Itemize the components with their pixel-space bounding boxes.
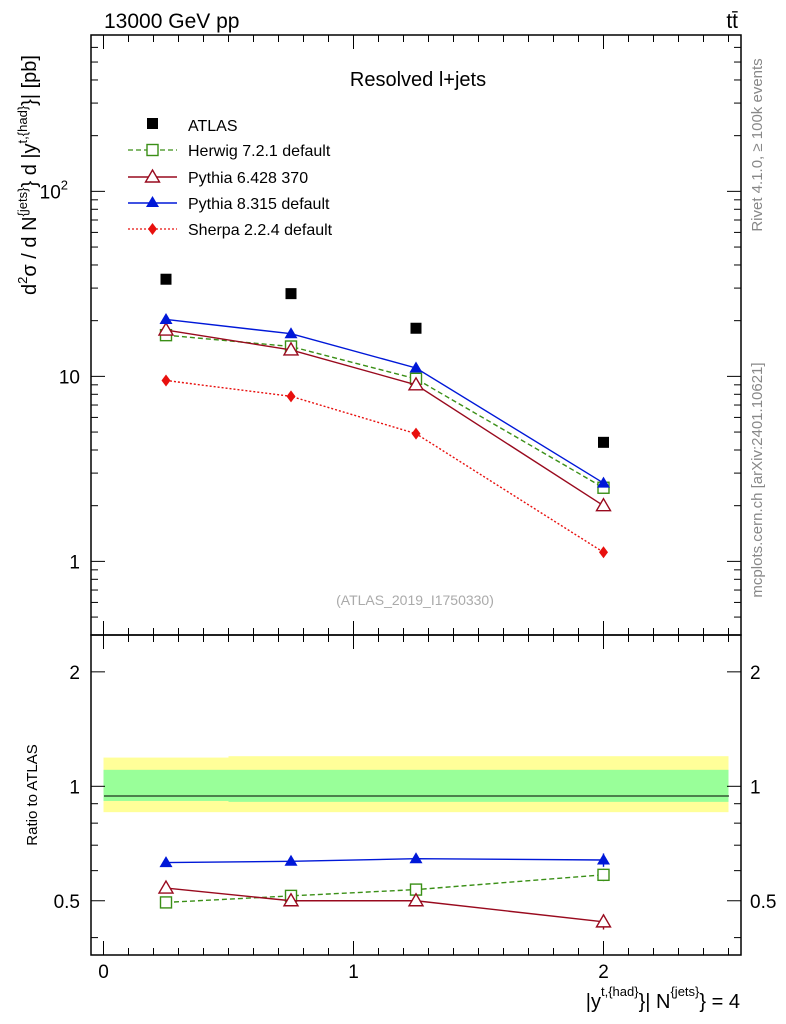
legend: ATLAS Herwig 7.2.1 default Pythia 6.428 … [128,118,333,239]
main-line-pythia8 [165,318,604,484]
main-ytick-label: 1 [69,552,80,573]
ratio-ytick-label-left: 2 [69,663,80,684]
legend-entry-sherpa: Sherpa 2.2.4 default [128,222,333,239]
main-line-herwig [165,334,604,489]
main-y-axis-label: d2σ / d N{jets}} d |yt,{had}}| [pb] [15,55,41,295]
ylabel-sup3: t,{had} [15,105,30,143]
xlabel-pre: |y [586,991,601,1013]
main-point-sherpa [411,427,421,440]
ratio-line-pythia6 [165,887,604,923]
main-point-pythia8 [159,312,173,324]
legend-entry-atlas: ATLAS [147,118,238,135]
ratio-band-inner [478,769,729,802]
ratio-point-pythia8 [597,853,610,865]
main-point-atlas [285,288,297,300]
main-point-pythia6 [282,341,300,356]
legend-label-pythia6: Pythia 6.428 370 [188,170,308,187]
ratio-uncertainty-bands [103,756,729,813]
main-point-pythia6 [157,321,175,336]
ratio-point-pythia6 [407,892,425,907]
main-point-sherpa [286,390,296,403]
main-point-pythia8 [284,327,298,339]
ratio-y-tick-labels: 0.5 0.5 1 1 2 2 [54,663,777,913]
main-point-atlas [598,436,609,448]
ylabel-sup1: 2 [15,277,30,284]
legend-label-herwig: Herwig 7.2.1 default [188,143,331,160]
xlabel-end: } = 4 [699,991,740,1013]
ratio-ytick-label-right: 2 [750,663,761,684]
legend-marker-herwig [146,143,159,157]
legend-entry-pythia8: Pythia 8.315 default [128,196,330,213]
plot-title: Resolved l+jets [350,69,486,91]
legend-entry-pythia6: Pythia 6.428 370 [128,168,308,187]
legend-marker-pythia8 [146,196,159,207]
main-line-pythia6 [165,329,604,507]
main-ytick-label: 102 [40,177,68,203]
energy-label: 13000 GeV pp [104,10,239,33]
ratio-point-pythia6 [157,879,175,894]
ratio-xtick-label: 2 [598,962,609,983]
ratio-series [157,852,612,930]
main-point-pythia6 [595,497,612,512]
main-line-sherpa [165,379,604,553]
ratio-ytick-label-left: 1 [69,777,80,798]
main-point-pythia8 [597,476,610,488]
ratio-y-axis-label: Ratio to ATLAS [24,744,41,845]
ylabel-mid2: } d |y [19,143,41,187]
ratio-axis-ticks [91,635,741,955]
main-point-pythia6 [407,376,425,391]
ratio-point-pythia8 [159,856,173,868]
legend-marker-pythia6 [144,168,161,183]
ratio-frame [90,634,742,956]
process-label: tt̄ [726,10,738,33]
legend-marker-sherpa [148,223,157,235]
ratio-point-herwig [597,868,610,882]
main-panel: 1 10 102 Resolved l+jets (ATLAS_2019_I1750… [15,34,742,636]
main-y-tick-labels: 1 10 102 [40,177,80,573]
main-point-sherpa [161,374,171,387]
ratio-ytick-label-right: 1 [750,777,761,798]
ratio-ytick-label-left: 0.5 [54,892,80,913]
ylabel-sup2: {jets} [15,187,30,217]
main-series [157,273,612,559]
ratio-point-pythia8 [284,854,298,866]
ratio-point-herwig [159,896,173,909]
ratio-line-herwig [165,874,604,904]
ratio-point-pythia8 [409,852,423,864]
main-point-pythia8 [409,361,423,373]
legend-entry-herwig: Herwig 7.2.1 default [128,143,331,160]
ratio-x-axis-label: |yt,{had}}| N{jets}} = 4 [586,984,740,1013]
ratio-xtick-label: 1 [348,962,359,983]
main-point-atlas [160,273,172,285]
ylabel-base: d [19,284,41,295]
ratio-point-pythia6 [282,892,300,907]
xlabel-mid: }| N [639,991,671,1013]
main-point-sherpa [599,546,608,559]
ratio-ytick-label-right: 0.5 [750,892,776,913]
ratio-band-inner [228,769,479,802]
mcplots-label: mcplots.cern.ch [arXiv:2401.10621] [749,362,766,597]
rivet-version-label: Rivet 4.1.0, ≥ 100k events [749,58,766,231]
legend-label-sherpa: Sherpa 2.2.4 default [188,222,333,239]
legend-marker-atlas [147,118,158,129]
ratio-xtick-label: 0 [98,962,109,983]
main-point-atlas [410,322,422,334]
ylabel-end: }| [pb] [19,55,41,106]
xlabel-sup1: t,{had} [601,984,639,999]
xlabel-sup2: {jets} [670,984,700,999]
ratio-x-tick-labels: 0 1 2 [98,962,609,983]
ratio-point-pythia6 [595,913,612,928]
legend-label-atlas: ATLAS [188,118,238,135]
main-ytick-label: 10 [59,367,80,388]
ratio-line-pythia8 [165,858,604,864]
ratio-panel: 0.5 0.5 1 1 2 2 0 1 2 Ratio to ATLAS |yt,{had}}… [24,634,777,1013]
ylabel-mid1: σ / d N [19,216,41,276]
legend-label-pythia8: Pythia 8.315 default [188,196,330,213]
analysis-watermark: (ATLAS_2019_I1750330) [336,592,494,608]
